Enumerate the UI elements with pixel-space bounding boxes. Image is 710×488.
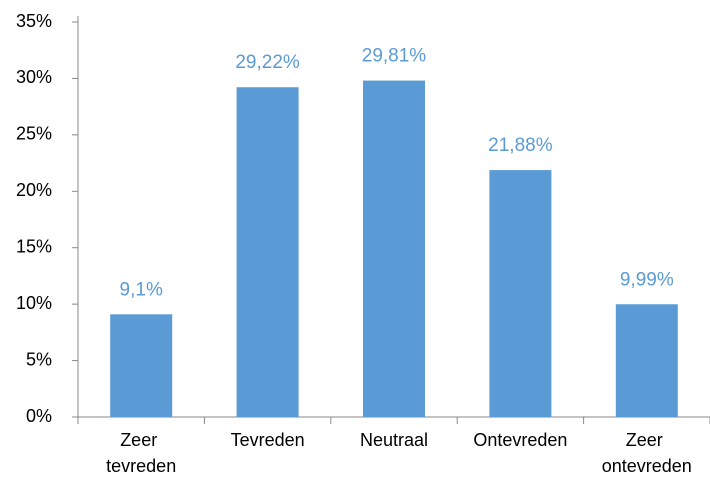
data-label: 29,81% bbox=[362, 46, 427, 67]
data-label: 9,99% bbox=[620, 269, 674, 290]
x-tick-label: Tevreden bbox=[231, 430, 305, 450]
y-tick-label: 5% bbox=[26, 349, 52, 369]
y-tick-label: 20% bbox=[16, 180, 52, 200]
bar bbox=[615, 304, 678, 417]
y-tick-label: 15% bbox=[16, 236, 52, 256]
x-tick-label: Neutraal bbox=[360, 430, 428, 450]
x-tick-label: Zeer tevreden bbox=[106, 430, 176, 476]
bar bbox=[236, 87, 299, 417]
data-label: 21,88% bbox=[488, 135, 553, 156]
y-tick-label: 25% bbox=[16, 124, 52, 144]
x-tick-label: Ontevreden bbox=[473, 430, 567, 450]
bar bbox=[110, 314, 173, 417]
x-tick-label: Zeer ontevreden bbox=[602, 430, 692, 476]
y-tick-label: 10% bbox=[16, 293, 52, 313]
data-label: 9,1% bbox=[120, 279, 163, 300]
y-tick-label: 30% bbox=[16, 67, 52, 87]
data-label: 29,22% bbox=[235, 52, 300, 73]
bar bbox=[489, 170, 552, 417]
y-tick-label: 0% bbox=[26, 406, 52, 426]
y-tick-label: 35% bbox=[16, 11, 52, 31]
bar bbox=[363, 80, 425, 417]
